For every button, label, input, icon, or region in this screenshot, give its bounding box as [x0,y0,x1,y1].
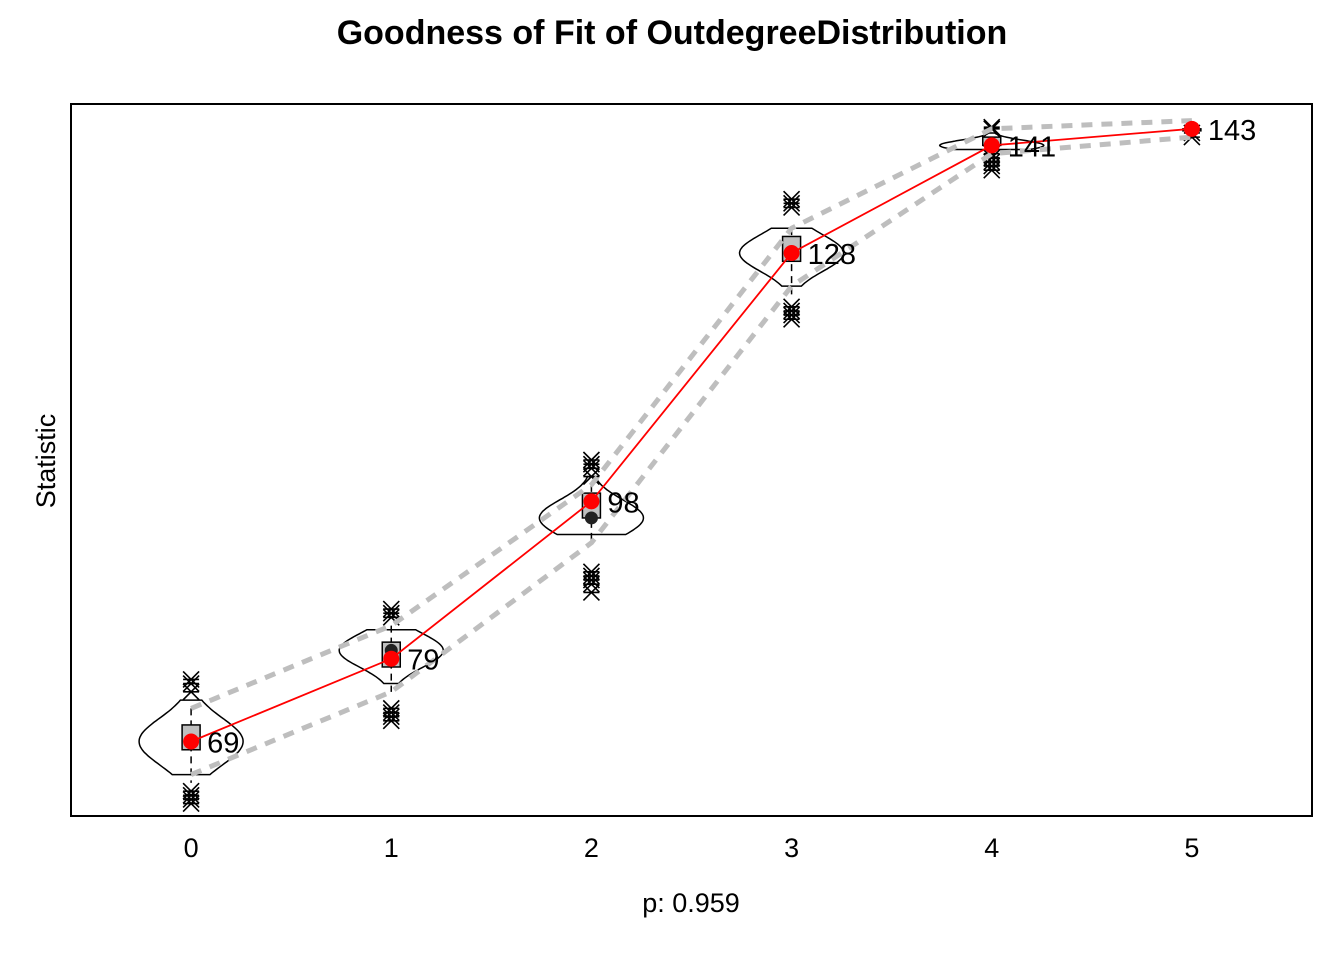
outlier-low-2-3 [582,567,600,585]
x-tick-label-4: 4 [984,833,999,863]
outlier-low-3-2 [783,302,801,320]
outlier-high-2-3 [582,451,600,469]
violin-3 [738,227,845,287]
outlier-high-3-1 [783,194,801,212]
band-upper-line [190,118,1193,711]
outlier-high-3-2 [783,190,801,208]
outlier-low-1-2 [382,703,400,722]
violin-0 [138,699,244,776]
outlier-low-2-4 [582,563,600,581]
outlier-low-0-3 [182,782,200,800]
outlier-low-4-0 [983,161,1001,179]
x-tick-label-2: 2 [584,833,599,863]
chart-title: Goodness of Fit of OutdegreeDistribution [337,14,1008,52]
observed-line [190,127,1192,743]
outlier-low-2-0 [582,583,600,602]
x-tick-label-1: 1 [384,833,399,863]
observed-point-2 [583,493,600,510]
outlier-low-1-1 [382,708,400,726]
observed-point-4 [983,137,1000,154]
median-point-2 [584,511,598,525]
outlier-low-0-0 [182,795,200,813]
outlier-high-3-0 [783,198,801,217]
outlier-low-2-2 [582,571,600,589]
observed-label-1: 79 [407,645,439,677]
observed-label-0: 69 [207,727,239,759]
outlier-low-0-1 [182,790,200,809]
outlier-high-2-2 [582,455,600,473]
outlier-high-1-1 [382,604,400,622]
y-axis-label: Statistic [31,414,61,509]
plot-frame [70,103,1313,817]
outlier-low-1-3 [382,699,400,717]
outlier-low-4-1 [983,157,1001,175]
observed-point-3 [783,245,800,262]
outlier-high-0-2 [182,670,200,688]
observed-label-2: 98 [607,487,639,519]
x-axis-label: p: 0.959 [642,888,740,918]
x-tick-label-3: 3 [784,833,799,863]
outlier-low-1-0 [382,712,400,730]
outlier-high-1-2 [382,600,400,618]
chart-marks: 69 79 98 128 141 143 0 1 2 3 4 5 [139,115,1256,863]
outlier-high-0-1 [182,674,200,693]
observed-point-0 [183,733,200,750]
x-tick-label-0: 0 [184,833,199,863]
x-tick-label-5: 5 [1184,833,1199,863]
observed-label-3: 128 [808,239,856,271]
outlier-low-0-2 [182,786,200,804]
observed-point-1 [383,650,400,667]
outlier-low-3-3 [783,298,801,316]
band-lower-line [190,134,1193,777]
observed-label-5: 143 [1208,115,1256,147]
observed-point-5 [1183,120,1200,137]
observed-label-4: 141 [1008,131,1056,163]
outlier-low-2-1 [582,575,600,593]
outlier-low-3-0 [783,310,801,328]
outlier-high-0-0 [182,683,200,701]
outlier-low-3-1 [783,306,801,324]
outlier-high-2-1 [582,459,600,477]
